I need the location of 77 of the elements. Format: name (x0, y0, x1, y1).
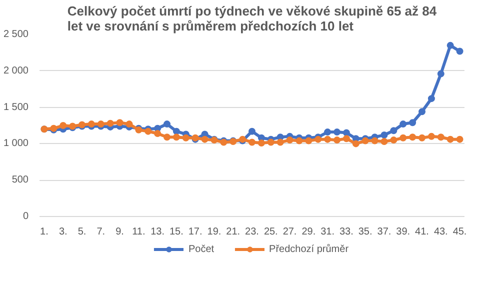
x-tick-label: 19. (207, 226, 222, 238)
point (409, 119, 416, 126)
point (172, 134, 180, 141)
x-tick-label: 11. (132, 226, 146, 238)
x-tick-label: 23. (245, 226, 259, 238)
point (172, 128, 180, 135)
point (409, 134, 416, 141)
x-tick-label: 21. (226, 226, 240, 238)
x-tick-label: 39. (396, 226, 410, 238)
x-tick-label: 15. (169, 226, 184, 238)
chart-title: Celkový počet úmrtí po týdnech ve věkové skupině 65 až 84 let ve srovnání s průměrem předchozích 10 let (67, 4, 438, 34)
point (352, 140, 360, 148)
x-tick-label: 27. (282, 226, 297, 238)
point (305, 137, 312, 144)
x-tick-label: 1. (40, 226, 48, 238)
point (400, 120, 407, 128)
point (437, 134, 444, 141)
point (267, 138, 274, 146)
y-tick-label: 2 500 (3, 29, 29, 40)
point (390, 127, 398, 134)
x-tick-label: 13. (150, 226, 165, 238)
point (164, 120, 170, 128)
y-tick-label: 500 (12, 174, 29, 186)
y-tick-label: 0 (22, 211, 29, 222)
point (342, 129, 350, 136)
point (437, 70, 444, 78)
x-tick-label: 9. (116, 226, 124, 238)
x-tick-label: 17. (188, 226, 202, 238)
x-tick-label: 43. (434, 226, 448, 238)
point (286, 136, 294, 144)
point (446, 136, 454, 143)
point (390, 136, 398, 144)
x-tick-label: 3. (58, 226, 68, 238)
point (154, 130, 162, 137)
point (456, 136, 464, 143)
point (446, 42, 454, 49)
x-tick-label: 29. (302, 226, 316, 238)
point (164, 134, 170, 141)
point (418, 108, 426, 116)
legend-label: Předchozí průměr (269, 243, 349, 255)
point (126, 120, 133, 128)
point (456, 48, 464, 55)
legend-label: Počet (188, 243, 214, 255)
point (342, 135, 350, 142)
point (248, 128, 256, 135)
y-tick-label: 2 000 (3, 65, 29, 76)
point (276, 138, 284, 146)
point (380, 131, 388, 138)
point (371, 137, 378, 144)
y-tick-label: 1 000 (3, 138, 29, 150)
x-tick-label: 37. (377, 226, 392, 238)
x-tick-label: 33. (339, 226, 354, 238)
point (201, 136, 208, 143)
point (324, 128, 332, 136)
point (106, 120, 114, 127)
point (60, 122, 67, 129)
x-tick-label: 25. (264, 226, 278, 238)
point (296, 137, 303, 144)
x-tick-label: 41. (415, 226, 429, 238)
x-tick-label: 7. (96, 226, 106, 238)
point (116, 119, 124, 126)
point (428, 95, 435, 102)
point (418, 134, 426, 142)
point (258, 139, 265, 146)
y-tick-label: 1 500 (3, 102, 29, 113)
x-tick-label: 5. (78, 226, 86, 238)
point (324, 136, 332, 143)
point (248, 138, 256, 146)
x-tick-label: 45. (452, 226, 467, 238)
x-tick-label: 35. (358, 226, 372, 238)
point (380, 138, 388, 146)
point (334, 128, 340, 136)
x-tick-label: 31. (320, 226, 335, 238)
point (182, 134, 190, 142)
point (428, 132, 435, 140)
point (334, 136, 340, 144)
point (400, 134, 407, 142)
